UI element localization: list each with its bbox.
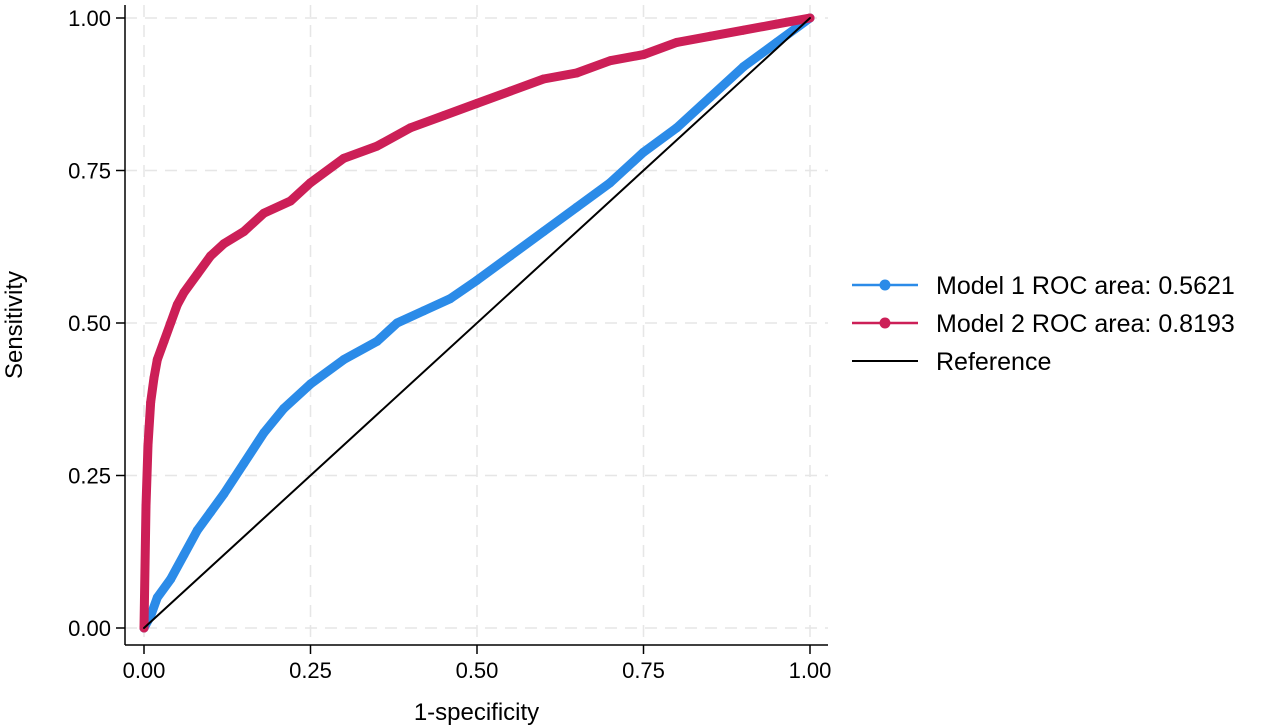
series-2-point — [179, 288, 189, 297]
series-1-point — [572, 202, 582, 212]
legend-label: Model 1 ROC area: 0.5621 — [936, 272, 1235, 300]
x-tick-label: 1.00 — [789, 658, 832, 683]
series-1-point — [738, 62, 748, 72]
series-2-point — [286, 196, 296, 206]
series-1-point — [179, 550, 189, 560]
series-2-point — [192, 269, 202, 279]
series-2-point — [705, 31, 715, 41]
series-1-point — [259, 428, 269, 438]
series-2-point — [772, 19, 782, 29]
series-1-point — [419, 306, 429, 316]
series-1-point — [166, 574, 176, 584]
series-2-point — [439, 111, 449, 121]
y-tick-label: 0.75 — [68, 159, 111, 184]
series-2-point — [572, 68, 582, 78]
series-1-line — [139, 13, 815, 633]
series-1-point — [639, 147, 648, 157]
series-2-point — [472, 98, 482, 108]
y-tick-label: 1.00 — [68, 6, 111, 31]
series-2-point — [149, 373, 159, 383]
y-axis-title: Sensitivity — [1, 271, 28, 379]
grid — [125, 5, 828, 645]
series-1-point — [192, 525, 202, 535]
series-2-point — [152, 355, 162, 365]
legend-item: Model 1 ROC area: 0.5621 — [852, 272, 1235, 300]
series-2-point — [239, 227, 249, 236]
series-2-point — [166, 318, 176, 328]
series-1-point — [472, 275, 482, 285]
series-1-point — [705, 92, 715, 102]
series-2-point — [172, 300, 182, 310]
series-1-point — [772, 37, 782, 47]
series-1-point — [152, 593, 162, 602]
series-1 — [139, 13, 815, 633]
y-tick-label: 0.25 — [68, 464, 111, 489]
x-tick-label: 0.75 — [622, 658, 665, 683]
series-1-point — [219, 489, 229, 499]
series-2-point — [372, 141, 382, 151]
series-1-point — [672, 123, 682, 133]
series-1-point — [239, 458, 249, 468]
series-1-point — [206, 507, 216, 517]
series-2-point — [738, 25, 748, 35]
series-2-point — [539, 74, 549, 84]
series-2-point — [146, 397, 156, 407]
x-tick-label: 0.50 — [456, 658, 499, 683]
series-2-point — [259, 208, 269, 218]
series-2-point — [639, 50, 648, 60]
series-1-point — [445, 294, 455, 304]
series-2-point — [159, 336, 169, 346]
series-1-point — [339, 355, 349, 365]
series-1-point — [605, 178, 615, 188]
axes: 0.00 0.25 0.50 0.75 1.00 0.00 0.25 0.50 0.75 1.00 — [68, 5, 831, 683]
series-2-point — [141, 501, 151, 511]
legend-label: Model 2 ROC area: 0.8193 — [936, 310, 1235, 338]
series-layer — [139, 13, 815, 633]
legend-item: Reference — [852, 348, 1051, 376]
legend: Model 1 ROC area: 0.5621 Model 2 ROC area… — [852, 272, 1235, 376]
series-1-point — [279, 403, 289, 413]
legend-label: Reference — [936, 348, 1051, 376]
series-2-point — [206, 251, 216, 261]
series-1-point — [372, 336, 382, 346]
series-2-point — [605, 56, 615, 66]
legend-swatch-marker — [879, 317, 891, 329]
series-3-line — [143, 17, 811, 629]
series-1-point — [539, 227, 549, 236]
series-2-point — [672, 37, 682, 47]
x-tick-label: 0.00 — [123, 658, 166, 683]
series-1-point — [505, 251, 515, 261]
x-tick-label: 0.25 — [289, 658, 332, 683]
series-2-point — [143, 440, 153, 450]
series-2-point — [405, 123, 415, 133]
series-1-point — [392, 318, 402, 328]
series-2-point — [306, 178, 315, 188]
series-1-point — [306, 379, 315, 389]
x-axis-title: 1-specificity — [414, 699, 539, 726]
legend-swatch-marker — [879, 279, 891, 291]
series-2-point — [339, 153, 349, 163]
legend-item: Model 2 ROC area: 0.8193 — [852, 310, 1235, 338]
series-2-point — [505, 86, 515, 96]
y-tick-label: 0.00 — [68, 616, 111, 641]
series-3 — [143, 17, 811, 629]
y-tick-label: 0.50 — [68, 311, 111, 336]
series-2-point — [219, 239, 229, 249]
